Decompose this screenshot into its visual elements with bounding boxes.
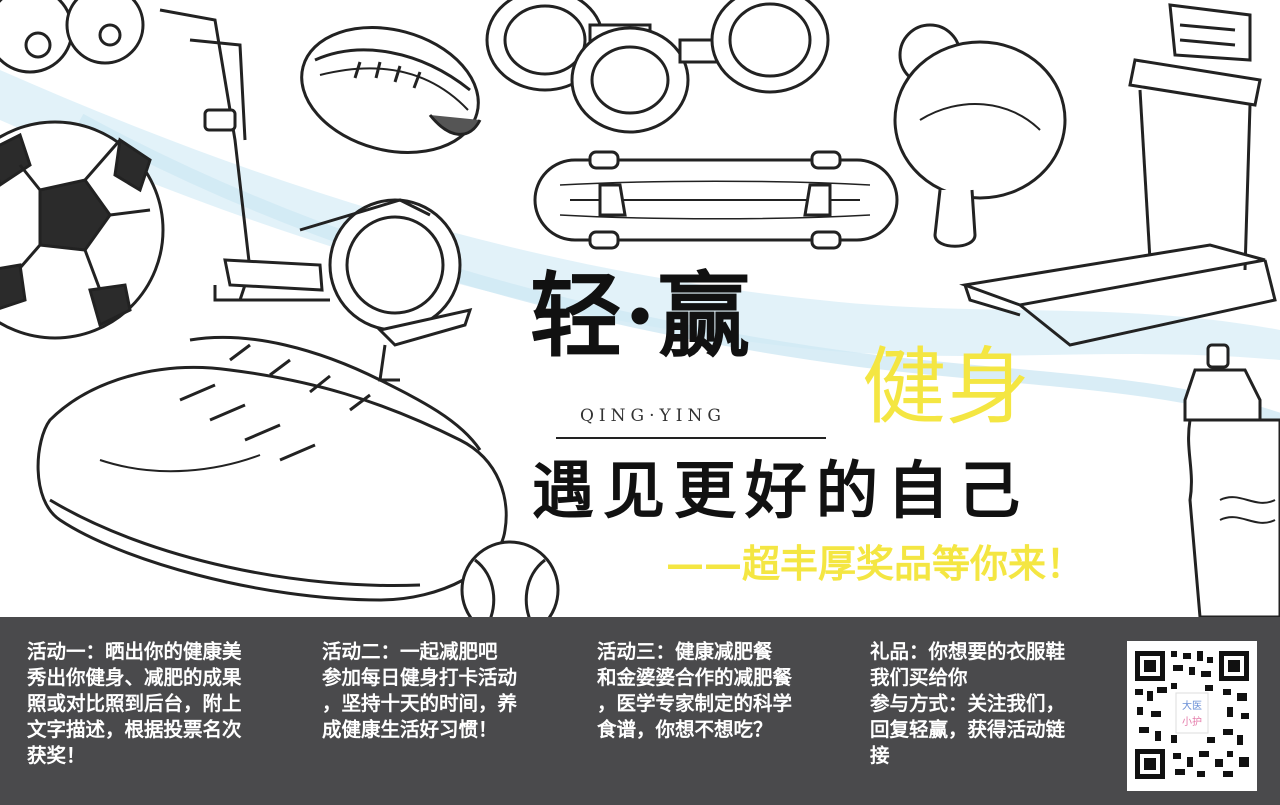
activity-two: 活动二：一起减肥吧 参加每日健身打卡活动 ，坚持十天的时间，养 成健康生活好习惯… [322,639,517,743]
activity-line: 成健康生活好习惯！ [322,718,498,741]
water-bottle-icon [1183,343,1280,617]
activity-line: 回复轻赢，获得活动链 [870,718,1066,741]
qr-logo-text: 小护 [1182,715,1202,728]
football-icon [300,26,482,154]
blue-swoosh-decoration [0,70,1280,360]
activity-line: 活动三：健康减肥餐 [597,640,773,663]
qr-code-icon[interactable]: 大医 小护 [1127,641,1257,791]
activity-line: 活动一：晒出你的健康美 [27,640,242,663]
title-slogan: 遇见更好的自己 [532,454,1030,527]
activity-line: ，坚持十天的时间，养 [322,692,518,715]
activity-panel: 活动一：晒出你的健康美 秀出你健身、减肥的成果 照或对比照到后台，附上 文字描述… [0,617,1280,805]
baseball-icon [460,540,560,617]
activity-line: 食谱，你想不想吃？ [597,718,773,741]
activity-line: 我们买给你 [870,666,968,689]
activity-three: 活动三：健康减肥餐 和金婆婆合作的减肥餐 ，医学专家制定的科学 食谱，你想不想吃… [597,639,792,743]
activity-line: 秀出你健身、减肥的成果 [27,666,242,689]
qr-logo-text: 大医 [1182,699,1202,712]
activity-line: 参与方式：关注我们， [870,692,1066,715]
title-divider [556,437,826,439]
dumbbell-icon [485,0,830,134]
title-pinyin: QING·YING [580,406,726,426]
title-main: 轻·赢 [530,262,753,370]
billiard-balls-icon [0,0,145,74]
hero-banner: 轻·赢 QING·YING 健身 遇见更好的自己 ——超丰厚奖品等你来！ [0,0,1280,617]
activity-line: 礼品：你想要的衣服鞋 [870,640,1066,663]
activity-line: ，医学专家制定的科学 [597,692,793,715]
shoe-icon [36,335,508,602]
qr-code-graphic: 大医 小护 [1127,641,1257,791]
soccer-ball-icon [0,120,165,340]
activity-line: 获奖！ [27,744,86,767]
title-fitness: 健身 [862,338,1031,436]
gift-and-participation: 礼品：你想要的衣服鞋 我们买给你 参与方式：关注我们， 回复轻赢，获得活动链 接 [870,639,1065,769]
ping-pong-paddle-icon [893,23,1067,248]
title-prize: ——超丰厚奖品等你来！ [666,541,1085,586]
skateboard-icon [533,150,899,250]
sports-sketch-illustration [0,0,1280,617]
activity-line: 参加每日健身打卡活动 [322,666,518,689]
activity-line: 接 [870,744,890,767]
activity-line: 活动二：一起减肥吧 [322,640,498,663]
activity-line: 文字描述，根据投票名次 [27,718,242,741]
activity-line: 和金婆婆合作的减肥餐 [597,666,793,689]
activity-one: 活动一：晒出你的健康美 秀出你健身、减肥的成果 照或对比照到后台，附上 文字描述… [27,639,242,769]
elliptical-trainer-icon [159,8,473,382]
activity-line: 照或对比照到后台，附上 [27,692,242,715]
treadmill-icon [959,3,1277,347]
